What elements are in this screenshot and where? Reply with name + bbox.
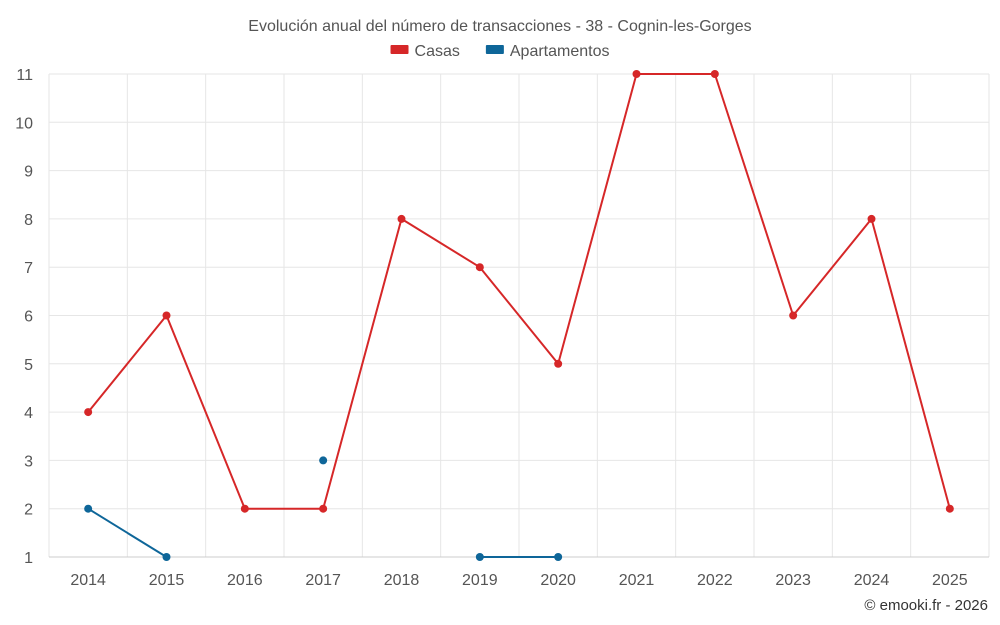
series-1: [84, 456, 563, 561]
data-point[interactable]: [789, 311, 798, 320]
data-point[interactable]: [945, 504, 954, 513]
credit-text: © emooki.fr - 2026: [864, 597, 988, 614]
data-point[interactable]: [319, 504, 328, 513]
y-axis-ticks: 1 2 3 4 5 6 7 8 9 10 11: [15, 67, 33, 567]
x-tick-label: 2015: [149, 572, 185, 589]
series-line: [87, 73, 951, 510]
legend-label: Apartamentos: [510, 43, 610, 60]
legend-item-1[interactable]: Apartamentos: [485, 43, 610, 60]
legend: Casas Apartamentos: [390, 43, 610, 60]
y-tick-label: 4: [24, 405, 33, 422]
y-tick-label: 6: [24, 309, 33, 326]
data-point[interactable]: [475, 553, 484, 561]
x-axis-ticks: 2014 2015 2016 2017 2018 2019 2020 2021 2022 2023…: [70, 572, 967, 589]
y-tick-label: 11: [16, 67, 33, 84]
y-tick-label: 7: [24, 260, 33, 277]
x-tick-label: 2025: [932, 572, 968, 589]
y-tick-label: 8: [24, 212, 33, 229]
y-tick-label: 2: [24, 502, 33, 519]
x-tick-label: 2021: [619, 572, 655, 589]
data-point[interactable]: [867, 214, 876, 223]
x-tick-label: 2020: [540, 572, 576, 589]
series-line: [87, 507, 168, 558]
chart-title: Evolución anual del número de transaccio…: [248, 18, 751, 35]
data-point[interactable]: [319, 456, 328, 465]
x-tick-label: 2024: [854, 572, 890, 589]
data-point[interactable]: [240, 504, 249, 513]
series-0: [84, 70, 954, 513]
data-point[interactable]: [554, 359, 563, 368]
y-tick-label: 9: [24, 164, 33, 181]
data-point[interactable]: [397, 214, 406, 223]
data-point[interactable]: [162, 311, 171, 320]
y-tick-label: 1: [24, 550, 33, 567]
y-tick-label: 10: [15, 115, 33, 132]
data-point[interactable]: [554, 553, 563, 561]
legend-swatch: [485, 45, 504, 54]
data-point[interactable]: [475, 263, 484, 272]
data-point[interactable]: [84, 408, 93, 417]
data-point[interactable]: [84, 504, 93, 513]
x-tick-label: 2019: [462, 572, 498, 589]
data-point[interactable]: [710, 70, 719, 78]
data-point[interactable]: [632, 70, 641, 78]
x-tick-label: 2014: [70, 572, 106, 589]
x-tick-label: 2022: [697, 572, 733, 589]
y-tick-label: 3: [24, 453, 33, 470]
x-tick-label: 2023: [775, 572, 811, 589]
legend-item-0[interactable]: Casas: [390, 43, 460, 60]
x-tick-label: 2016: [227, 572, 263, 589]
series-group: [84, 70, 954, 561]
legend-swatch: [390, 45, 409, 54]
legend-label: Casas: [415, 43, 460, 60]
y-tick-label: 5: [24, 357, 33, 374]
x-tick-label: 2017: [305, 572, 341, 589]
x-tick-label: 2018: [384, 572, 420, 589]
data-point[interactable]: [162, 553, 171, 561]
